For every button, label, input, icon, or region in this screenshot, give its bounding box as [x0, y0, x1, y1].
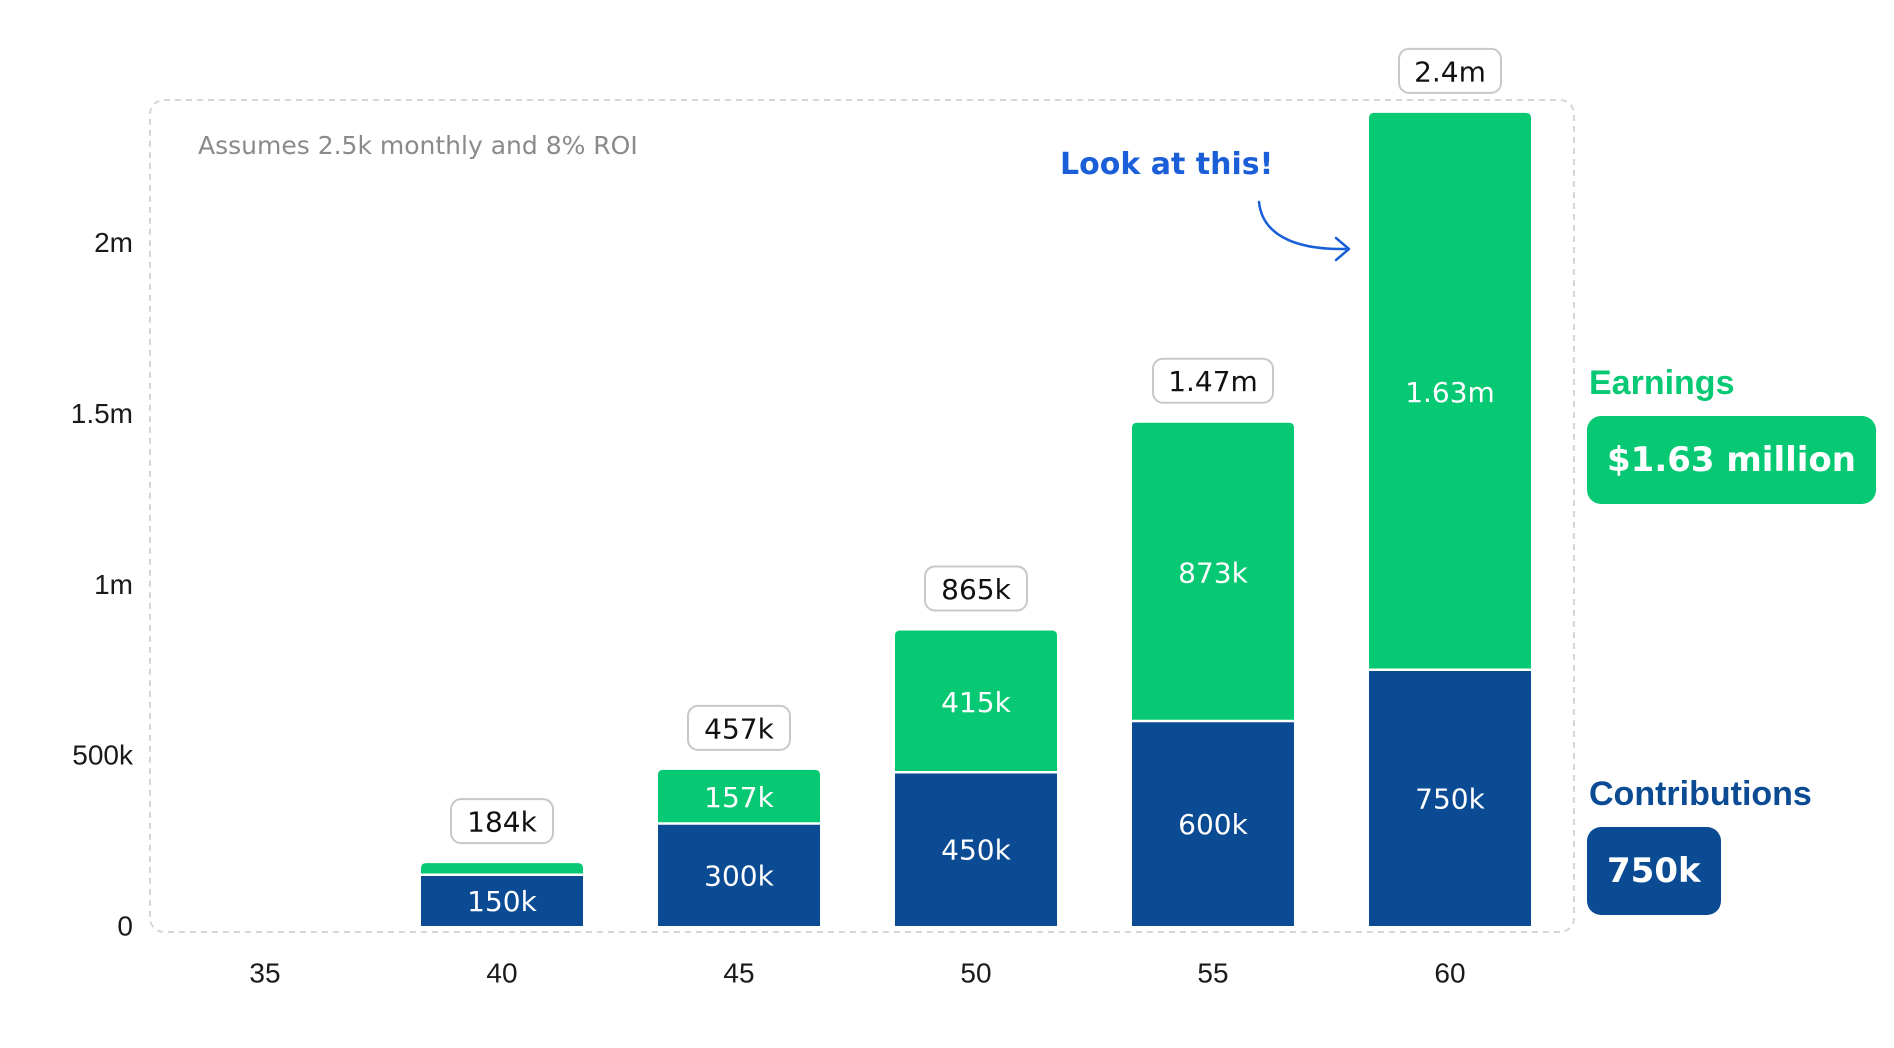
callout-text: Look at this!	[1060, 147, 1273, 182]
x-tick-label: 40	[486, 958, 517, 989]
segment-label-contributions: 150k	[467, 885, 537, 918]
callout-arrow	[1257, 200, 1348, 251]
legend-earnings-title: Earnings	[1589, 364, 1735, 402]
y-tick-label: 2m	[94, 227, 133, 258]
bar-segment-earnings	[1132, 422, 1294, 721]
y-axis: 0 500k 1m 1.5m 2m	[71, 227, 134, 941]
y-tick-label: 1m	[94, 569, 133, 600]
y-tick-label: 500k	[72, 740, 134, 771]
total-label-box	[1398, 47, 1502, 94]
x-tick-label: 55	[1197, 958, 1228, 989]
total-label-box	[450, 798, 554, 845]
labels: 150k 184k 300k 157k 457k 450k 415k 865k 600k 873k…	[450, 47, 1502, 918]
bar-segment-earnings	[658, 769, 820, 824]
segment-label-earnings: 873k	[1178, 556, 1248, 589]
bar-segment-earnings	[421, 863, 583, 875]
callout-arrowhead	[1334, 236, 1351, 262]
bar-segment-contributions	[1369, 669, 1531, 926]
segment-label-contributions: 600k	[1178, 808, 1248, 841]
segment-label-earnings: 415k	[941, 686, 1011, 719]
total-label: 457k	[704, 712, 774, 745]
bar-segment-contributions	[658, 823, 820, 926]
segment-label-earnings: 1.63m	[1405, 376, 1495, 409]
total-label-box	[924, 565, 1028, 612]
x-axis: 35 40 45 50 55 60	[249, 958, 1465, 989]
assumption-note: Assumes 2.5k monthly and 8% ROI	[198, 131, 638, 160]
plot-area-border	[149, 99, 1575, 933]
bar-segment-contributions	[421, 874, 583, 926]
total-label: 184k	[467, 806, 537, 839]
segment-label-contributions: 750k	[1415, 782, 1485, 815]
x-tick-label: 60	[1434, 958, 1465, 989]
total-label-box	[1152, 357, 1274, 404]
legend-contributions-value: 750k	[1587, 827, 1721, 915]
bar-segment-contributions	[1132, 721, 1294, 926]
bars	[421, 112, 1531, 926]
bar-segment-earnings	[1369, 112, 1531, 670]
segment-label-earnings: 157k	[704, 781, 774, 814]
y-tick-label: 0	[117, 911, 133, 942]
legend-earnings-value: $1.63 million	[1587, 416, 1876, 504]
total-label: 865k	[941, 573, 1011, 606]
x-tick-label: 35	[249, 958, 280, 989]
segment-label-contributions: 300k	[704, 859, 774, 892]
x-tick-label: 45	[723, 958, 754, 989]
y-tick-label: 1.5m	[71, 398, 133, 429]
x-tick-label: 50	[960, 958, 991, 989]
total-label: 1.47m	[1168, 365, 1258, 398]
bar-segment-earnings	[895, 630, 1057, 773]
segment-label-contributions: 450k	[941, 834, 1011, 867]
legend-contributions-title: Contributions	[1589, 775, 1812, 813]
total-label-box	[687, 704, 791, 751]
total-label: 2.4m	[1414, 55, 1486, 88]
bar-segment-contributions	[895, 772, 1057, 926]
